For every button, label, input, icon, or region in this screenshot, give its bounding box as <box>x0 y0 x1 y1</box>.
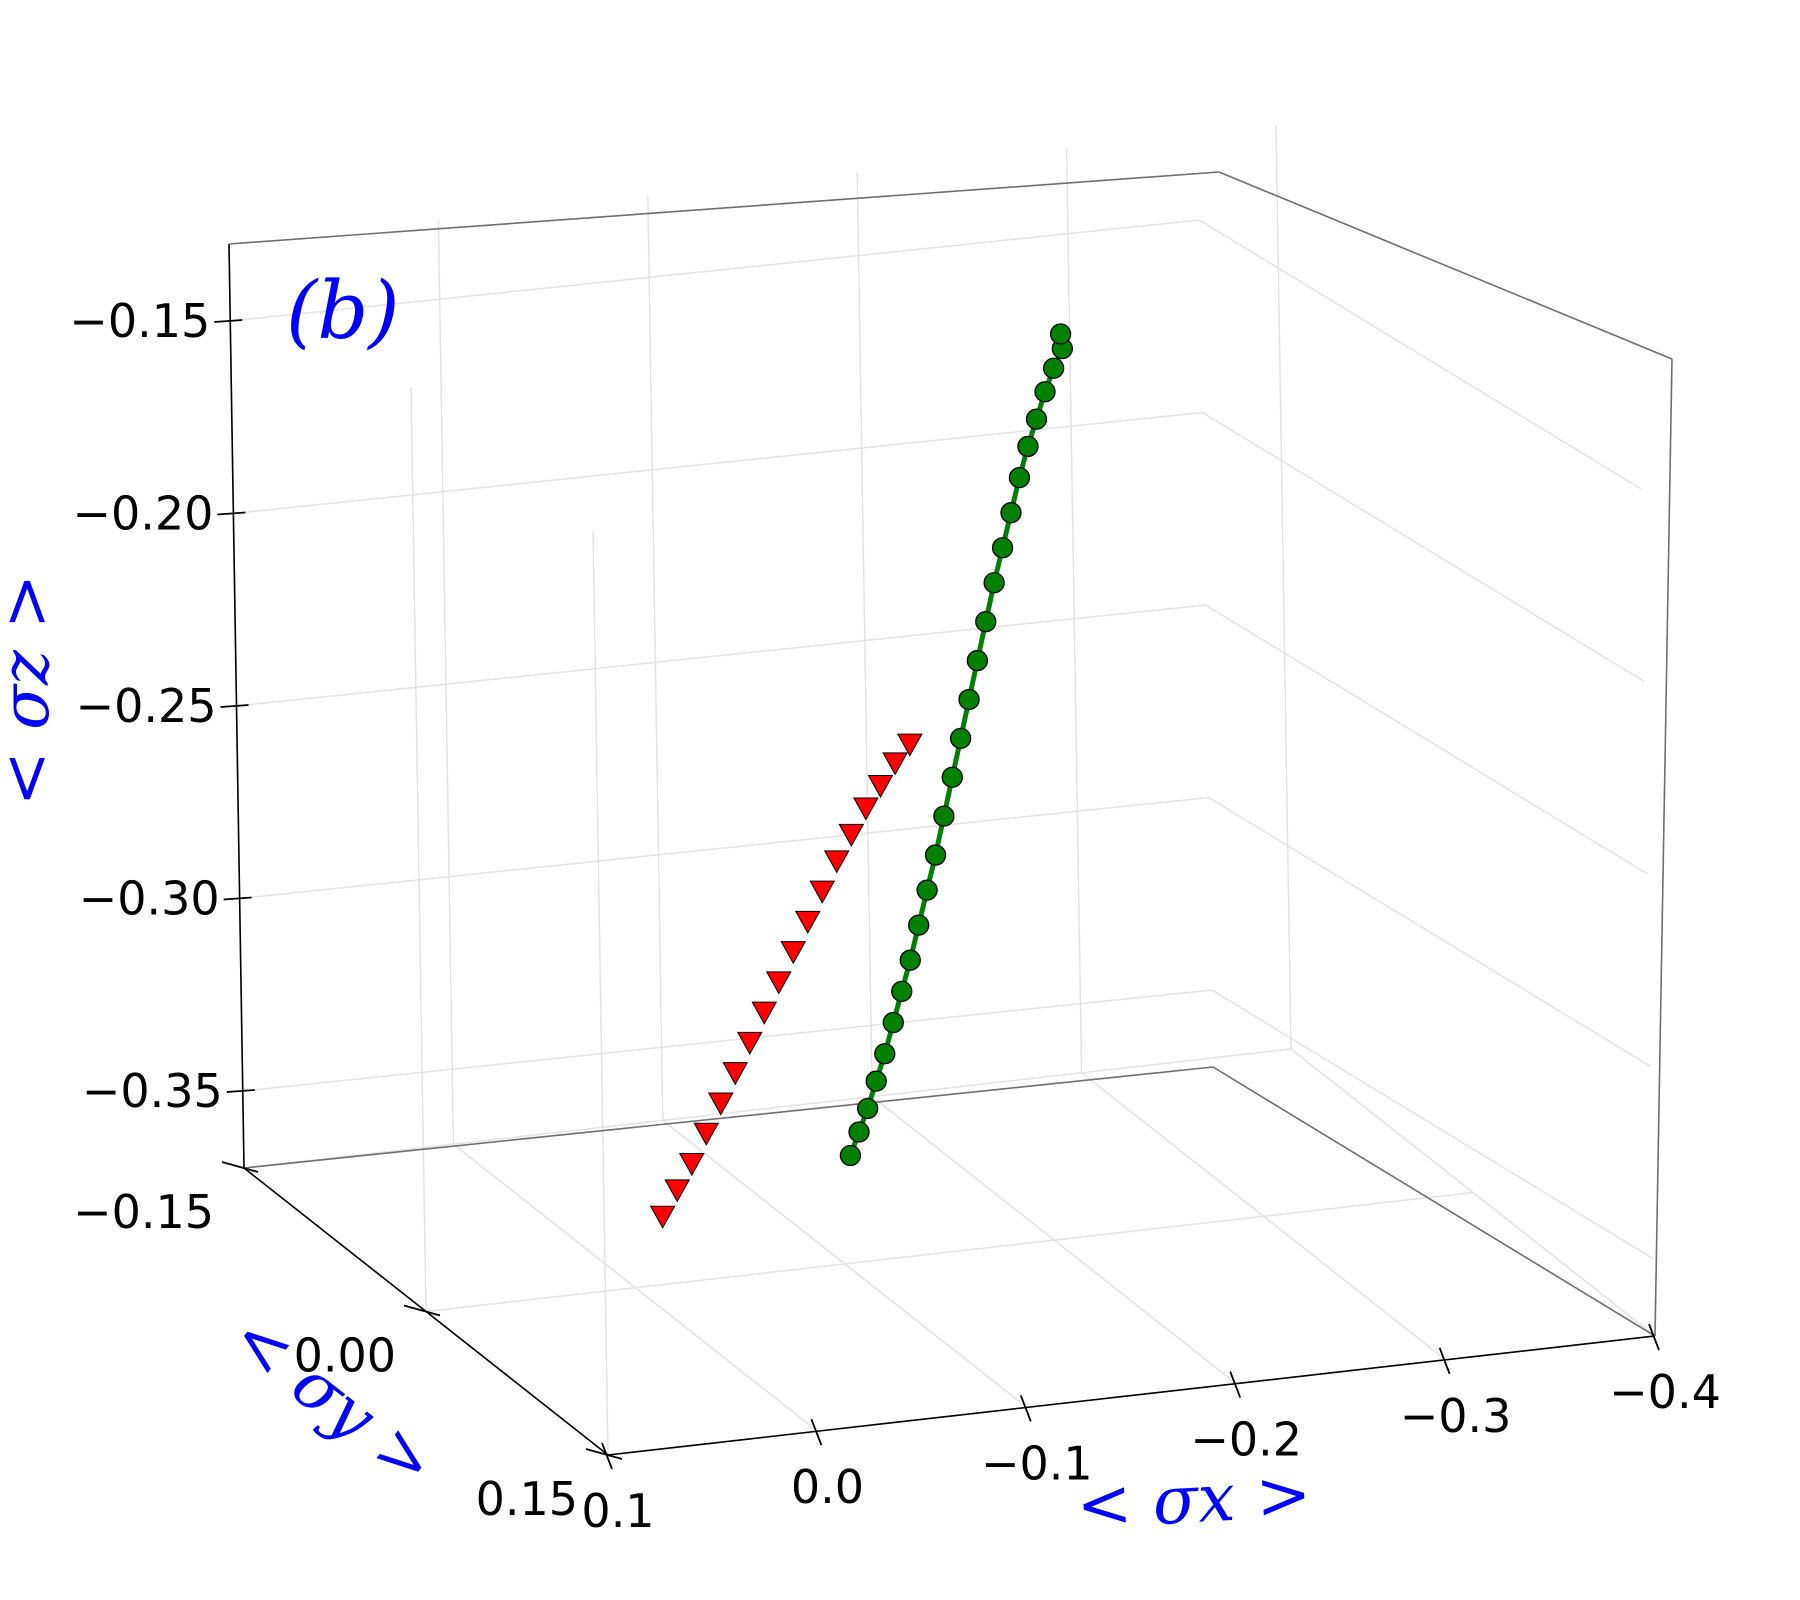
y-tick-label: 0.00 <box>294 1329 396 1383</box>
green-circle-marker <box>966 649 989 672</box>
red-triangle-marker <box>896 733 923 757</box>
red-triangle-marker <box>867 774 894 799</box>
green-circle-marker <box>1034 381 1056 403</box>
red-triangle-marker <box>678 1152 705 1177</box>
x-tick-label: −0.4 <box>1609 1365 1721 1419</box>
green-circle-marker <box>891 980 913 1003</box>
axis-ticks: −0.15−0.20−0.25−0.30−0.35−0.150.000.15 0.… <box>69 294 1721 1538</box>
right-vertical-edge <box>1654 358 1673 1337</box>
x-tick <box>1648 1323 1660 1351</box>
red-triangle-marker <box>780 941 807 965</box>
x-gridline <box>1275 124 1656 1337</box>
red-triangle-marker <box>794 910 821 934</box>
z-gridline <box>230 219 1642 490</box>
green-circle-marker <box>1043 357 1065 379</box>
y-tick <box>403 1304 441 1317</box>
x-tick <box>1229 1371 1242 1398</box>
red-triangle-marker <box>882 752 908 776</box>
z-tick-label: −0.30 <box>79 872 220 926</box>
y-gridline <box>228 243 1292 1169</box>
z-tick-label: −0.20 <box>72 487 213 541</box>
z-axis-title: < σz > <box>0 574 64 806</box>
floor-back-left-edge <box>243 1066 1214 1169</box>
green-circle-marker <box>991 537 1014 559</box>
x-tick-label: −0.2 <box>1190 1413 1302 1467</box>
x-tick <box>810 1418 823 1446</box>
red-triangle-marker <box>722 1062 749 1086</box>
green-circle-marker <box>1017 435 1039 458</box>
z-gridline <box>239 796 1652 1068</box>
green-circle-marker <box>865 1070 887 1092</box>
z-tick-label: −0.15 <box>69 294 210 348</box>
red-triangle-marker <box>853 797 879 821</box>
green-circle-marker <box>916 879 938 901</box>
red-triangle-marker <box>736 1031 763 1056</box>
red-triangle-marker <box>707 1092 734 1116</box>
y-tick <box>585 1448 623 1460</box>
x-axis-line <box>607 1335 1656 1456</box>
green-circle-marker <box>1008 466 1031 489</box>
red-triangle-marker <box>823 850 850 874</box>
x-tick-label: 0.0 <box>791 1460 864 1514</box>
green-circle-marker <box>941 766 963 788</box>
green-circle-marker <box>1000 502 1022 524</box>
green-circle-marker <box>899 949 921 971</box>
red-triangle-marker <box>838 823 865 848</box>
z-tick-label: −0.35 <box>82 1064 223 1118</box>
green-circle-series <box>839 323 1073 1167</box>
top-left-edge <box>228 171 1220 245</box>
y-tick-label: 0.15 <box>476 1472 578 1526</box>
red-triangle-marker <box>751 1001 778 1025</box>
z-gridline <box>236 604 1648 875</box>
red-triangle-marker <box>649 1205 676 1229</box>
green-circle-marker <box>924 844 947 866</box>
x-gridline <box>647 196 1028 1408</box>
y-gridline <box>592 530 1656 1456</box>
y-tick-label: −0.15 <box>73 1185 214 1239</box>
red-triangle-series <box>649 733 923 1229</box>
green-circle-marker <box>933 805 955 827</box>
green-circle-marker <box>874 1043 896 1065</box>
x-tick <box>601 1442 613 1470</box>
top-right-edge <box>1218 171 1673 360</box>
red-triangle-marker <box>809 880 836 904</box>
green-circle-marker <box>882 1011 904 1034</box>
x-gridline <box>1065 148 1447 1361</box>
green-circle-marker <box>857 1097 879 1120</box>
x-tick <box>1438 1347 1451 1375</box>
floor-back-right-edge <box>1212 1066 1656 1337</box>
x-tick-label: 0.1 <box>581 1484 654 1538</box>
z-tick <box>217 511 246 516</box>
z-tick <box>226 1089 255 1093</box>
panel-label: (b) <box>286 264 400 357</box>
z-gridline <box>242 989 1655 1260</box>
green-circle-marker <box>839 1144 862 1167</box>
x-gridline <box>437 220 818 1432</box>
z-tick <box>220 704 249 708</box>
green-circle-marker <box>848 1121 870 1143</box>
green-circle-marker <box>950 727 972 750</box>
green-circle-marker <box>975 611 997 633</box>
z-tick <box>214 319 243 323</box>
green-circle-marker <box>958 688 980 711</box>
green-circle-marker <box>1049 323 1072 345</box>
x-tick-label: −0.3 <box>1400 1389 1512 1443</box>
z-tick-label: −0.25 <box>76 679 217 733</box>
red-triangle-marker <box>693 1122 720 1146</box>
z-tick <box>223 896 252 901</box>
green-circle-marker <box>1025 408 1048 430</box>
green-circle-marker <box>908 914 930 936</box>
green-circle-marker <box>983 572 1005 594</box>
x-tick-label: −0.1 <box>981 1436 1093 1490</box>
x-axis-title: < σx > <box>1075 1455 1314 1544</box>
red-triangle-marker <box>664 1179 691 1203</box>
z-gridline <box>233 411 1645 683</box>
y-tick <box>221 1161 259 1173</box>
x-gridline <box>856 172 1237 1385</box>
red-triangle-marker <box>765 971 792 995</box>
gridlines <box>228 124 1656 1456</box>
x-tick <box>1019 1395 1032 1422</box>
